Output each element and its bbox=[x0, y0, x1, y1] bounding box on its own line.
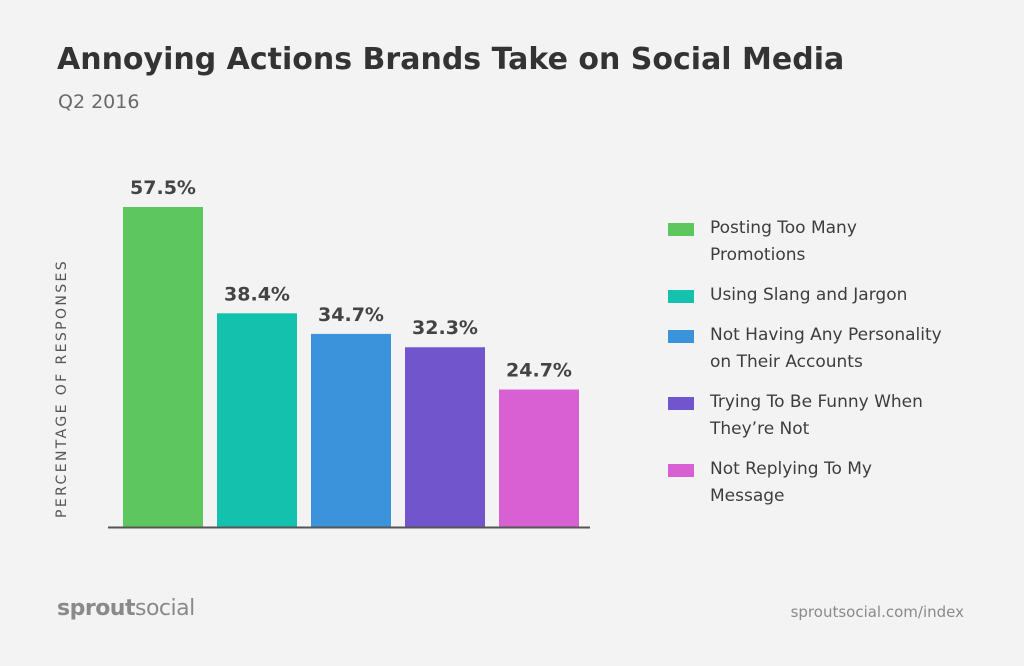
legend-label-line2: on Their Accounts bbox=[710, 352, 863, 372]
legend: Posting Too Many Promotions Using Slang … bbox=[668, 215, 998, 523]
legend-label-line2: Message bbox=[710, 486, 785, 506]
bar-2 bbox=[217, 313, 297, 527]
legend-label-line2: They’re Not bbox=[710, 419, 810, 439]
bar-4 bbox=[405, 347, 485, 527]
legend-label-line1: Using Slang and Jargon bbox=[710, 285, 908, 305]
legend-swatch bbox=[668, 330, 694, 343]
legend-swatch bbox=[668, 397, 694, 410]
bar-3 bbox=[311, 333, 391, 527]
source-url: sproutsocial.com/index bbox=[790, 603, 964, 621]
bar-value-label: 34.7% bbox=[318, 304, 384, 326]
legend-label-line1: Not Having Any Personality bbox=[710, 325, 942, 345]
chart-subtitle: Q2 2016 bbox=[58, 91, 140, 113]
bar-1 bbox=[123, 207, 203, 527]
legend-item: Not Replying To My Message bbox=[668, 456, 998, 510]
brand-logo-bold: sprout bbox=[57, 596, 136, 621]
chart-title: Annoying Actions Brands Take on Social M… bbox=[57, 42, 845, 77]
bar-value-label: 38.4% bbox=[224, 283, 290, 305]
brand-logo-regular: social bbox=[135, 596, 195, 621]
bars-group: 57.5% 38.4% 34.7% 32.3% 24.7% bbox=[123, 177, 579, 527]
brand-logo: sproutsocial bbox=[57, 596, 195, 621]
legend-swatch bbox=[668, 464, 694, 477]
legend-label-line1: Trying To Be Funny When bbox=[710, 392, 923, 412]
legend-swatch bbox=[668, 223, 694, 236]
legend-swatch bbox=[668, 290, 694, 303]
legend-item: Posting Too Many Promotions bbox=[668, 215, 998, 269]
legend-label-line2: Promotions bbox=[710, 245, 806, 265]
bar-value-label: 57.5% bbox=[130, 177, 196, 199]
legend-item: Using Slang and Jargon bbox=[668, 282, 998, 309]
legend-item: Not Having Any Personality on Their Acco… bbox=[668, 322, 998, 376]
bar-value-label: 32.3% bbox=[412, 317, 478, 339]
legend-label-line1: Not Replying To My bbox=[710, 459, 872, 479]
legend-item: Trying To Be Funny When They’re Not bbox=[668, 389, 998, 443]
legend-label-line1: Posting Too Many bbox=[710, 218, 857, 238]
bar-value-label: 24.7% bbox=[506, 360, 572, 382]
bar-5 bbox=[499, 389, 579, 527]
